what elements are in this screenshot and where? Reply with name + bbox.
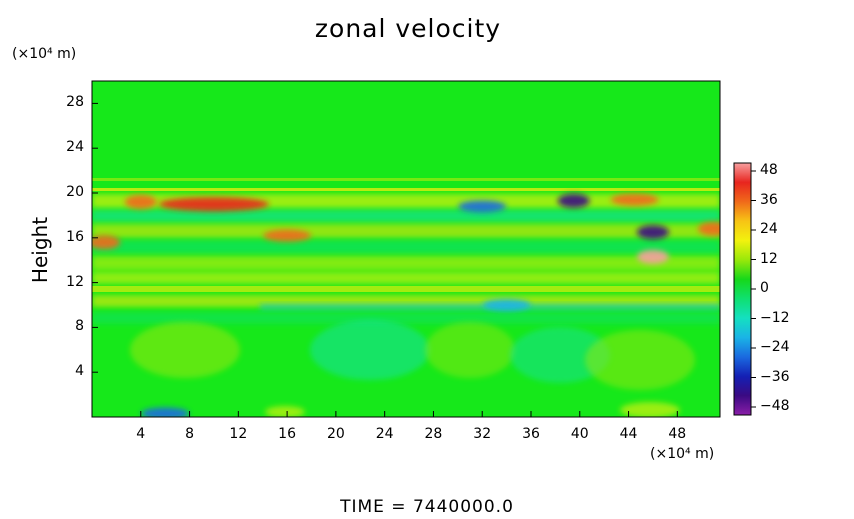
x-tick-label: 8 <box>185 426 194 442</box>
colorbar-tick-label: −48 <box>760 398 790 414</box>
plot-frame <box>91 80 721 418</box>
x-tick-label: 28 <box>424 426 443 442</box>
heatmap-feature <box>141 407 190 417</box>
x-tick-label: 40 <box>570 426 589 442</box>
colorbar-tick-label: 24 <box>760 221 778 237</box>
y-tick-label: 24 <box>66 139 84 156</box>
x-axis-unit: (×10⁴ m) <box>650 446 715 462</box>
y-tick-marks <box>92 102 98 373</box>
y-tick-label: 8 <box>75 318 84 335</box>
colorbar-tick-label: 48 <box>760 162 778 178</box>
heatmap-feature <box>697 221 720 236</box>
colorbar <box>733 162 752 416</box>
colorbar-tick-label: 12 <box>760 250 778 267</box>
heatmap-feature <box>482 299 531 311</box>
chart-title: zonal velocity <box>314 14 502 43</box>
x-tick-label: 44 <box>619 426 638 442</box>
heatmap-feature <box>636 225 669 240</box>
x-tick-label: 4 <box>136 426 146 442</box>
colorbar-tick-label: −36 <box>760 368 790 385</box>
heatmap-feature <box>636 249 669 264</box>
heatmap-feature <box>158 197 269 212</box>
colorbar-tick-marks <box>751 170 756 408</box>
heatmap-feature <box>124 194 157 209</box>
y-tick-label: 20 <box>66 184 84 200</box>
x-tick-label: 12 <box>229 426 248 442</box>
heatmap-feature <box>610 193 659 206</box>
colorbar-tick-label: −12 <box>760 309 790 326</box>
y-tick-label: 16 <box>66 228 84 245</box>
heatmap-features <box>92 193 720 417</box>
x-tick-label: 16 <box>278 426 296 442</box>
y-tick-label: 4 <box>75 363 84 380</box>
y-axis-unit: (×10⁴ m) <box>12 46 77 62</box>
y-tick-label: 28 <box>66 94 84 111</box>
heatmap-feature <box>458 200 507 213</box>
x-tick-marks <box>140 411 678 417</box>
x-tick-label: 20 <box>326 426 345 442</box>
x-tick-label: 32 <box>473 426 492 442</box>
heatmap-feature <box>263 229 312 242</box>
x-tick-label: 48 <box>668 426 687 442</box>
y-tick-label: 12 <box>66 273 84 290</box>
colorbar-tick-label: 36 <box>760 191 778 208</box>
x-tick-label: 24 <box>375 426 394 442</box>
heatmap-feature <box>92 235 121 250</box>
time-footer: TIME = 7440000.0 <box>340 497 514 517</box>
colorbar-tick-label: 0 <box>760 280 769 296</box>
colorbar-tick-label: −24 <box>760 339 790 355</box>
heatmap-feature <box>557 193 590 208</box>
x-tick-label: 36 <box>522 426 540 442</box>
